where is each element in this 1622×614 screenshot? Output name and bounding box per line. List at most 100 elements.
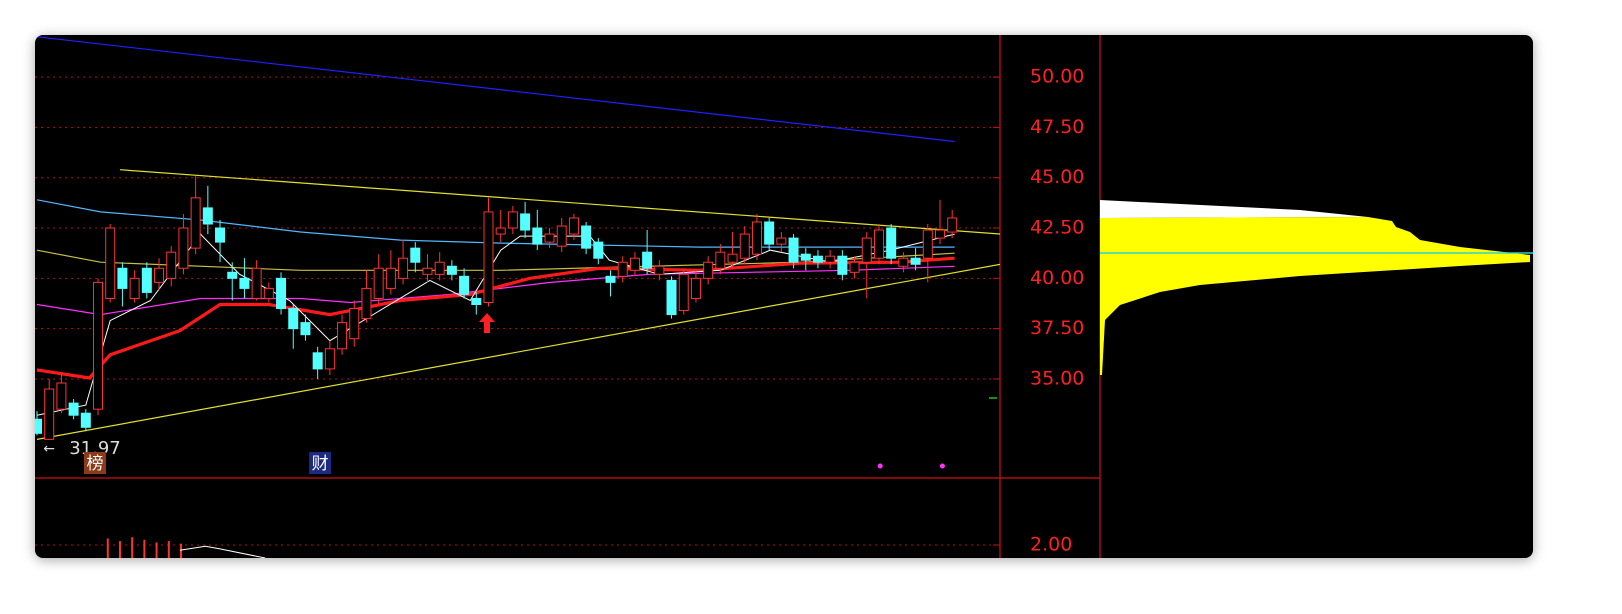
candle-body bbox=[239, 277, 250, 289]
candle-body bbox=[422, 267, 433, 275]
candle-body bbox=[398, 257, 409, 279]
main-pane: 31.97 ← 榜 财 bbox=[35, 36, 1000, 474]
candle-body bbox=[727, 253, 738, 263]
candle-body bbox=[324, 348, 335, 370]
candle-body bbox=[568, 217, 579, 235]
candle-body bbox=[629, 257, 640, 271]
candle-body bbox=[922, 229, 933, 259]
candle-body bbox=[44, 388, 55, 440]
candle-body bbox=[227, 271, 238, 279]
profile-white bbox=[1100, 200, 1368, 218]
candle-body bbox=[861, 237, 872, 263]
candle-body bbox=[141, 267, 152, 293]
candle-body bbox=[483, 211, 494, 303]
low-arrow: ← bbox=[43, 441, 55, 457]
candle-body bbox=[68, 402, 79, 416]
candle-body bbox=[654, 265, 665, 275]
candle-body bbox=[471, 297, 482, 306]
candle-body bbox=[678, 273, 689, 312]
candle-body bbox=[300, 322, 311, 336]
badge-text: 财 bbox=[312, 454, 329, 474]
candle-body bbox=[800, 253, 811, 261]
candle-body bbox=[556, 225, 567, 247]
buy-arrow bbox=[479, 313, 495, 333]
candle-body bbox=[361, 287, 372, 320]
y-tick-label: 42.50 bbox=[1030, 217, 1084, 239]
candle-body bbox=[617, 261, 628, 277]
candle-body bbox=[459, 275, 470, 295]
y-tick-label: 37.50 bbox=[1030, 317, 1084, 339]
y-tick-label: 45.00 bbox=[1030, 166, 1084, 188]
candle-body bbox=[105, 227, 116, 299]
candle-body bbox=[215, 227, 226, 243]
candle-body bbox=[93, 281, 104, 410]
badge-text: 榜 bbox=[86, 454, 103, 474]
candle-body bbox=[337, 322, 348, 350]
candle-body bbox=[117, 267, 128, 289]
candle-body bbox=[947, 217, 958, 233]
candle-body bbox=[251, 267, 262, 299]
indicator-line bbox=[36, 263, 1000, 440]
candle-body bbox=[495, 227, 506, 235]
candle-body bbox=[56, 382, 67, 410]
candle-body bbox=[410, 247, 421, 263]
window-bg bbox=[35, 35, 1533, 558]
content: 31.97 ← 榜 财 35.00 37.50 40.00 42.50 45.00 47.50 5… bbox=[35, 35, 1533, 558]
event-dot bbox=[939, 463, 945, 469]
indicator-line bbox=[179, 545, 266, 558]
event-dot bbox=[877, 463, 883, 469]
candle-body bbox=[873, 229, 884, 259]
candle-body bbox=[349, 308, 360, 340]
candle-body bbox=[532, 227, 543, 245]
candle-body bbox=[715, 251, 726, 269]
candle-body bbox=[739, 233, 750, 259]
candle-body bbox=[898, 257, 909, 267]
candle-body bbox=[129, 277, 140, 299]
indicator-line bbox=[36, 265, 955, 316]
volume-profile bbox=[1100, 217, 1530, 375]
candle-body bbox=[385, 267, 396, 289]
candle-body bbox=[581, 225, 592, 249]
candle-body bbox=[812, 255, 823, 263]
badge bbox=[309, 452, 332, 474]
candle-body bbox=[35, 418, 42, 434]
candle-body bbox=[446, 265, 457, 275]
candle-body bbox=[178, 227, 189, 269]
candle-body bbox=[690, 277, 701, 299]
axis-labels: 35.00 37.50 40.00 42.50 45.00 47.50 50.00 2.00 bbox=[993, 66, 1084, 555]
candle-body bbox=[886, 227, 897, 259]
candle-body bbox=[263, 287, 274, 299]
candle-body bbox=[507, 211, 518, 229]
candle-body bbox=[605, 275, 616, 283]
candle-body bbox=[776, 237, 787, 245]
candle-body bbox=[825, 255, 836, 263]
y-tick-label: 47.50 bbox=[1030, 116, 1084, 138]
candle-body bbox=[373, 267, 384, 299]
candle-body bbox=[80, 412, 91, 428]
y-tick-label: 2.00 bbox=[1030, 533, 1072, 555]
candle-body bbox=[837, 255, 848, 275]
indicator-line bbox=[119, 169, 1000, 235]
candle-body bbox=[276, 277, 287, 310]
candle-body bbox=[544, 233, 555, 243]
badge bbox=[83, 452, 106, 474]
low-label: 31.97 bbox=[69, 438, 121, 459]
candle-body bbox=[434, 261, 445, 275]
candle-body bbox=[849, 261, 860, 273]
candle-body bbox=[751, 221, 762, 255]
candle-body bbox=[190, 197, 201, 249]
candle-body bbox=[788, 237, 799, 263]
indicator-line bbox=[36, 36, 955, 143]
candle-body bbox=[910, 257, 921, 265]
candle-body bbox=[666, 279, 677, 316]
candle-body bbox=[520, 213, 531, 231]
candle-body bbox=[202, 207, 213, 225]
candle-body bbox=[642, 251, 653, 269]
candle-body bbox=[312, 352, 323, 370]
y-tick-label: 50.00 bbox=[1030, 66, 1084, 88]
candle-body bbox=[703, 261, 714, 279]
candle-body bbox=[154, 267, 165, 283]
y-tick-label: 35.00 bbox=[1030, 367, 1084, 389]
